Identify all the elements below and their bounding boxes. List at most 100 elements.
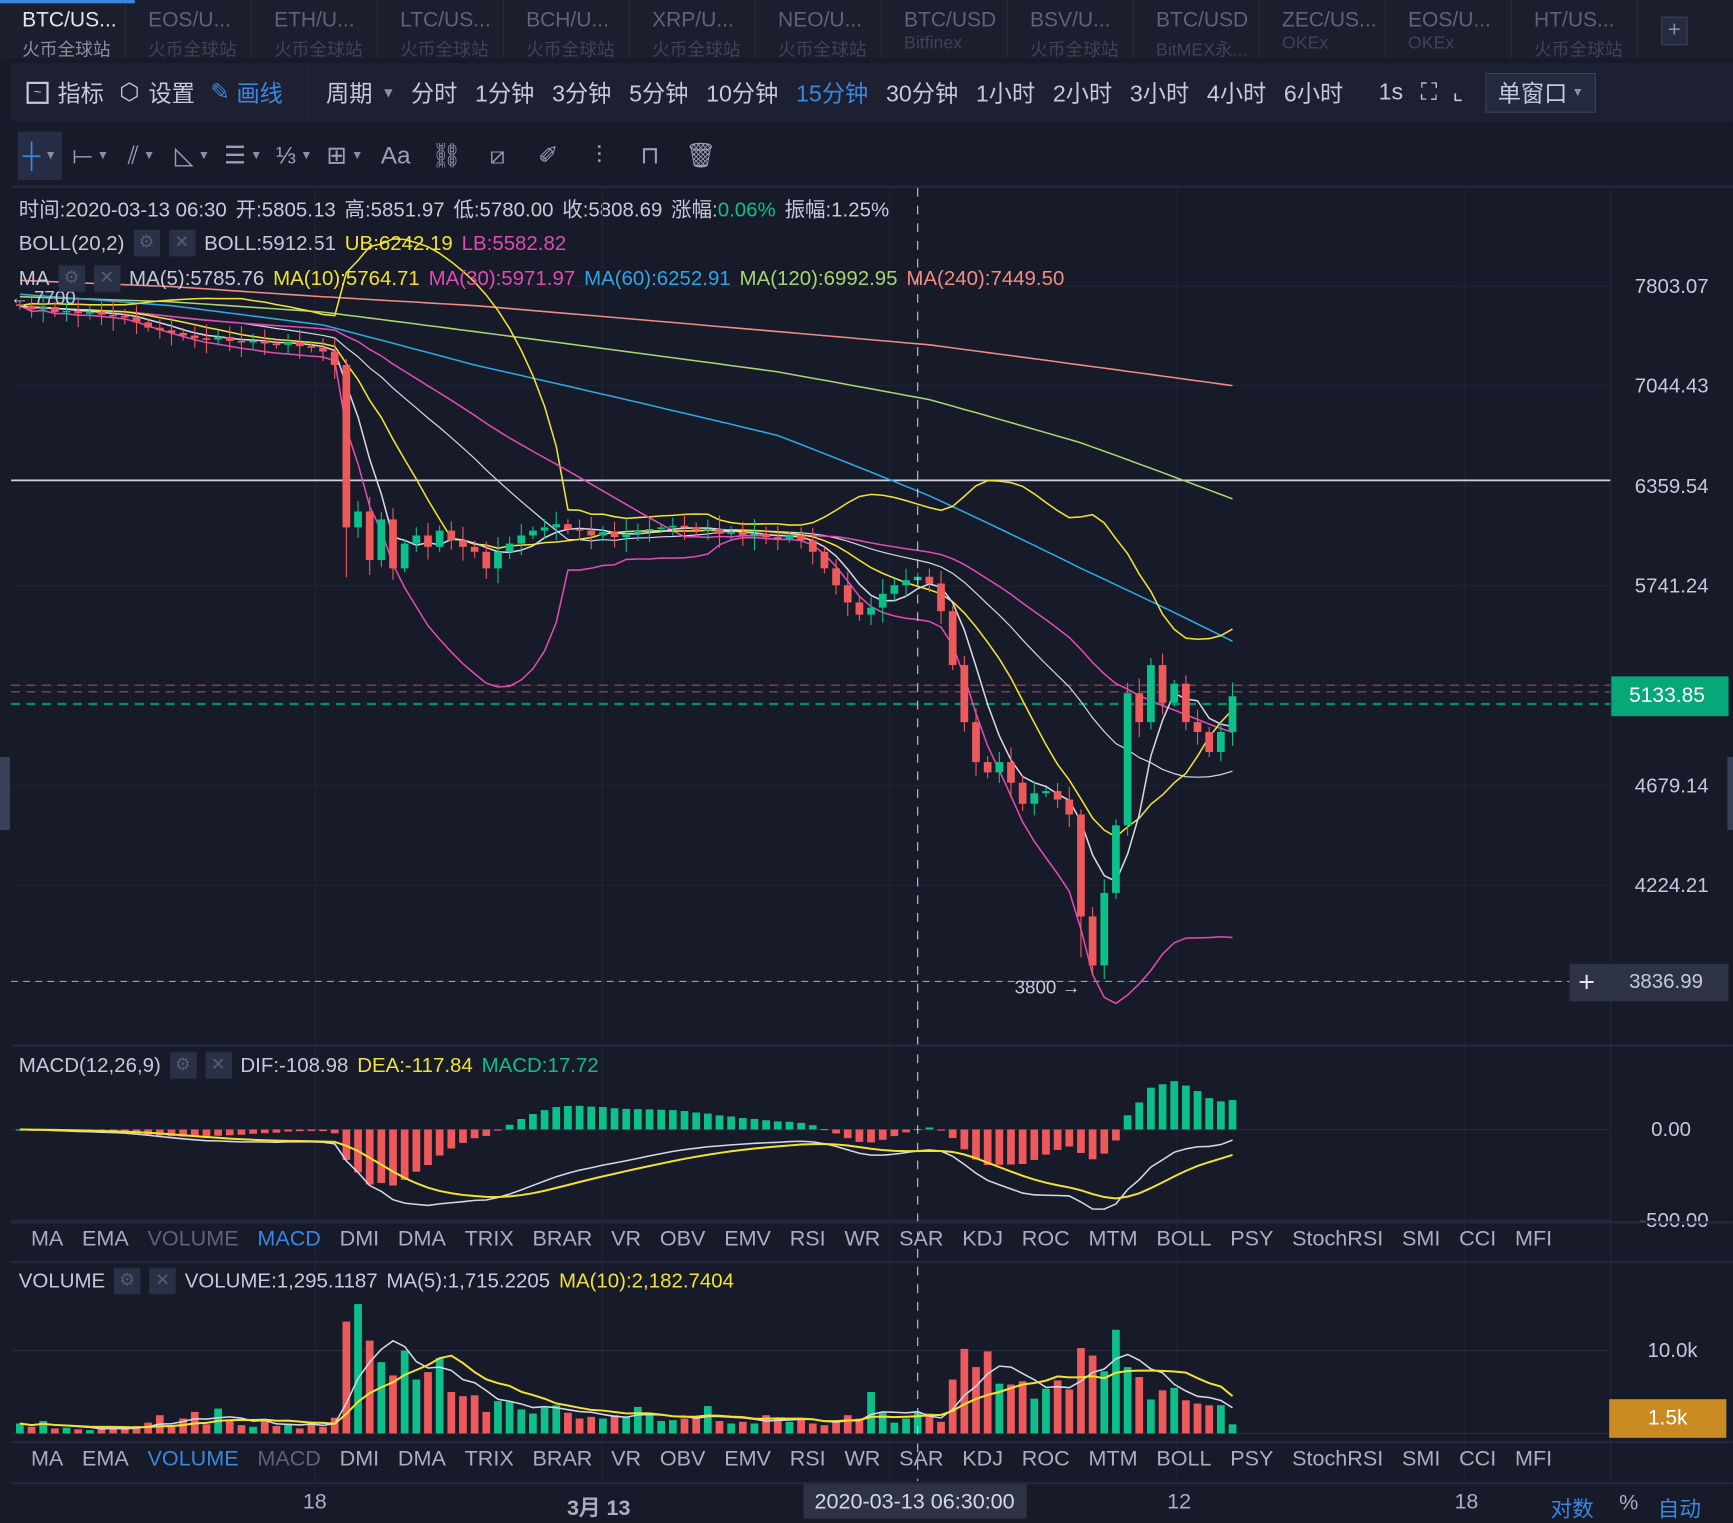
indicator-tab-roc[interactable]: ROC <box>1021 1446 1070 1472</box>
indicator-tab-roc[interactable]: ROC <box>1021 1226 1070 1252</box>
close-icon[interactable]: ✕ <box>205 1052 232 1079</box>
period-5[interactable]: 15分钟 <box>796 81 869 107</box>
indicator-tab-macd[interactable]: MACD <box>257 1226 321 1252</box>
indicator-tab-ema[interactable]: EMA <box>82 1226 129 1252</box>
period-1[interactable]: 1分钟 <box>475 81 535 107</box>
brush-tool[interactable]: ✐ <box>526 132 570 181</box>
crosshair-tool[interactable]: ┼ ▼ <box>17 131 62 181</box>
pattern-tool[interactable]: ⛓ <box>424 132 468 181</box>
gear-icon[interactable]: ⚙ <box>58 265 85 292</box>
caret-down-icon[interactable]: ▼ <box>96 149 109 163</box>
symbol-tab[interactable]: NEO/U... 火币全球站 <box>756 0 882 60</box>
indicator-tab-obv[interactable]: OBV <box>659 1446 706 1472</box>
fibonacci-tool[interactable]: ⅓ ▼ <box>272 132 316 181</box>
close-icon[interactable]: ✕ <box>93 265 121 292</box>
parallel-lines-tool[interactable]: ☰ ▼ <box>221 132 265 181</box>
indicator-tab-smi[interactable]: SMI <box>1401 1446 1441 1472</box>
indicator-tab-cci[interactable]: CCI <box>1459 1226 1497 1252</box>
indicator-tab-boll[interactable]: BOLL <box>1156 1226 1212 1252</box>
indicator-tab-volume[interactable]: VOLUME <box>147 1226 239 1252</box>
indicator-tab-brar[interactable]: BRAR <box>532 1226 593 1252</box>
indicator-tab-trix[interactable]: TRIX <box>464 1446 514 1472</box>
indicators-button[interactable]: ~ 指标 <box>26 76 104 109</box>
auto-scale-toggle[interactable]: 自动 <box>1657 1497 1701 1522</box>
indicator-tab-mfi[interactable]: MFI <box>1515 1446 1553 1472</box>
left-panel-handle[interactable] <box>0 757 10 831</box>
caret-down-icon[interactable]: ▼ <box>250 149 263 163</box>
symbol-tab[interactable]: ETH/U... 火币全球站 <box>252 0 378 60</box>
percent-scale-toggle[interactable]: % <box>1619 1490 1639 1516</box>
symbol-tab[interactable]: HT/US... 火币全球站 <box>1512 0 1638 60</box>
measure-tool[interactable]: ⊞ ▼ <box>323 132 367 181</box>
indicator-tab-sar[interactable]: SAR <box>899 1226 944 1252</box>
symbol-tab[interactable]: BCH/U... 火币全球站 <box>504 0 630 60</box>
close-icon[interactable]: ✕ <box>149 1267 176 1295</box>
window-mode-dropdown[interactable]: 单窗口 ▼ <box>1485 72 1596 113</box>
period-4[interactable]: 10分钟 <box>706 81 779 107</box>
indicator-tab-ema[interactable]: EMA <box>82 1446 129 1472</box>
symbol-tab[interactable]: BSV/U... 火币全球站 <box>1008 0 1134 60</box>
gear-icon[interactable]: ⚙ <box>133 229 160 257</box>
log-scale-toggle[interactable]: 对数 <box>1550 1497 1594 1522</box>
indicator-tab-vr[interactable]: VR <box>611 1446 642 1472</box>
period-7[interactable]: 1小时 <box>975 81 1036 107</box>
symbol-tab[interactable]: EOS/U... OKEx <box>1386 0 1512 59</box>
period-11[interactable]: 6小时 <box>1283 81 1344 107</box>
indicator-tab-wr[interactable]: WR <box>844 1446 881 1472</box>
text-tool[interactable]: Aa <box>374 132 418 181</box>
indicator-tab-rsi[interactable]: RSI <box>789 1226 826 1252</box>
indicator-tab-dma[interactable]: DMA <box>397 1226 446 1252</box>
period-dropdown[interactable]: 周期 ▼ <box>326 76 395 109</box>
screenshot-icon[interactable]: ⌞ <box>1452 79 1464 105</box>
indicator-tab-boll[interactable]: BOLL <box>1156 1446 1212 1472</box>
period-10[interactable]: 4小时 <box>1206 81 1267 107</box>
indicator-tab-rsi[interactable]: RSI <box>789 1446 826 1472</box>
indicator-tab-vr[interactable]: VR <box>611 1226 642 1252</box>
caret-down-icon[interactable]: ▼ <box>300 149 313 163</box>
indicator-tab-volume[interactable]: VOLUME <box>147 1446 239 1472</box>
indicator-tab-emv[interactable]: EMV <box>724 1226 771 1252</box>
indicator-tab-trix[interactable]: TRIX <box>464 1226 514 1252</box>
draw-button[interactable]: ✎ 画线 <box>210 76 283 109</box>
ruler-tool[interactable]: ⧄ <box>475 132 519 181</box>
indicator-tab-stochrsi[interactable]: StochRSI <box>1292 1226 1384 1252</box>
indicator-tab-mfi[interactable]: MFI <box>1515 1226 1553 1252</box>
symbol-tab[interactable]: LTC/US... 火币全球站 <box>378 0 504 60</box>
indicator-tab-dma[interactable]: DMA <box>397 1446 446 1472</box>
indicator-tab-macd[interactable]: MACD <box>257 1446 321 1472</box>
add-alert-plus-icon[interactable]: + <box>1578 964 1596 998</box>
right-panel-handle[interactable] <box>1727 757 1733 831</box>
symbol-tab[interactable]: XRP/U... 火币全球站 <box>630 0 756 60</box>
indicator-tab-cci[interactable]: CCI <box>1459 1446 1497 1472</box>
indicator-tab-stochrsi[interactable]: StochRSI <box>1292 1446 1384 1472</box>
period-9[interactable]: 3小时 <box>1129 81 1190 107</box>
indicator-tab-sar[interactable]: SAR <box>899 1446 944 1472</box>
candle-pattern-tool[interactable]: ⫶ <box>577 132 621 181</box>
trash-tool[interactable]: 🗑 <box>679 132 723 181</box>
caret-down-icon[interactable]: ▼ <box>351 149 364 163</box>
angle-tool[interactable]: ◺ ▼ <box>170 132 214 181</box>
caret-down-icon[interactable]: ▼ <box>197 149 210 163</box>
horizontal-segment-tool[interactable]: ⟝ ▼ <box>69 132 113 181</box>
symbol-tab[interactable]: BTC/USD BitMEX永... <box>1134 0 1260 60</box>
symbol-tab[interactable]: BTC/US... 火币全球站 <box>0 0 135 60</box>
indicator-tab-kdj[interactable]: KDJ <box>962 1446 1003 1472</box>
indicator-tab-psy[interactable]: PSY <box>1230 1226 1274 1252</box>
indicator-tab-dmi[interactable]: DMI <box>339 1446 380 1472</box>
indicator-tab-kdj[interactable]: KDJ <box>962 1226 1003 1252</box>
indicator-tab-mtm[interactable]: MTM <box>1088 1226 1138 1252</box>
indicator-tab-obv[interactable]: OBV <box>659 1226 706 1252</box>
period-8[interactable]: 2小时 <box>1052 81 1113 107</box>
trend-line-tool[interactable]: ⫽ ▼ <box>119 132 163 181</box>
indicator-tab-dmi[interactable]: DMI <box>339 1226 380 1252</box>
indicator-tab-ma[interactable]: MA <box>30 1446 64 1472</box>
close-icon[interactable]: ✕ <box>168 229 196 257</box>
symbol-tab[interactable]: ZEC/US... OKEx <box>1260 0 1386 59</box>
gear-icon[interactable]: ⚙ <box>169 1052 197 1079</box>
indicator-tab-emv[interactable]: EMV <box>724 1446 771 1472</box>
caret-down-icon[interactable]: ▼ <box>143 149 156 163</box>
indicator-tab-brar[interactable]: BRAR <box>532 1446 593 1472</box>
period-0[interactable]: 分时 <box>410 81 458 107</box>
fullscreen-icon[interactable]: ⛶ <box>1420 79 1438 105</box>
